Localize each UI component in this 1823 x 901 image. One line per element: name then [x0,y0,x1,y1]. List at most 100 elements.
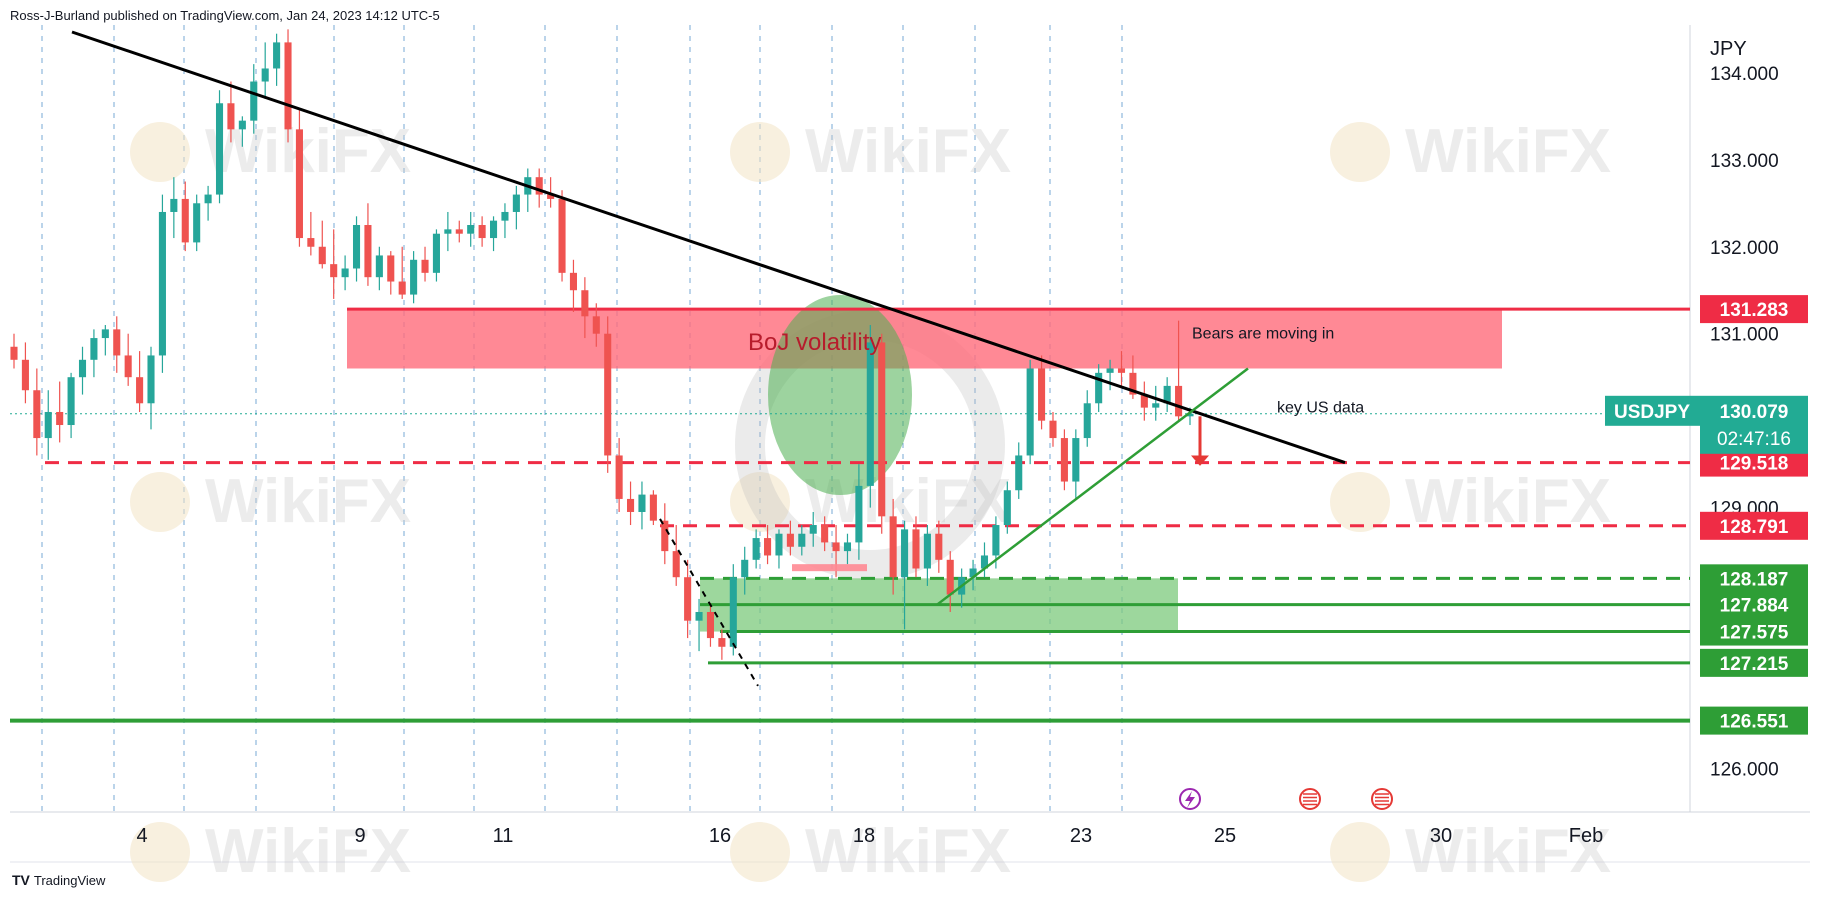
candle-body [78,359,87,378]
price-label-box [1700,295,1808,324]
candle-body [684,577,692,621]
candle-body [809,525,817,534]
price-label-box [1700,617,1808,646]
candle-body [969,568,977,578]
candle-body [421,259,429,273]
candle-body [1152,403,1160,408]
candle-body [467,225,475,234]
candle-body [1129,372,1137,395]
candle-body [638,494,646,512]
candle-body [1026,368,1034,456]
watermark-text: WikiFX [205,817,411,886]
candle-body [101,329,109,339]
dotted-trendline [659,518,759,687]
ascending-trendline [936,367,1249,606]
candle-body [775,533,783,556]
price-label: 126.551 [1720,712,1789,733]
candle-body [204,194,212,204]
candle-body [67,377,75,426]
candle-body [843,542,852,552]
date-tick: 16 [709,825,731,847]
price-label: 127.575 [1720,623,1789,644]
candle-body [627,498,635,512]
watermark-logo-icon [730,122,790,182]
watermark-logo-icon [1330,122,1390,182]
candle-body [215,103,224,195]
drawings [71,30,1346,687]
candle-body [341,268,349,278]
candle-body [489,220,498,239]
candle-body [855,485,863,543]
candle-body [935,533,943,560]
candle-body [1072,438,1080,482]
candle-body [535,177,543,195]
candle-body [410,259,418,295]
price-label: 129.518 [1720,454,1789,475]
descending-trendline [71,30,1346,465]
price-tick: 126.000 [1710,760,1779,781]
candle-body [273,42,281,69]
candle-body [695,611,703,621]
candle-body [946,559,954,595]
price-tick: 132.000 [1710,238,1779,259]
candle-body [113,329,121,356]
price-label-box [1700,511,1808,540]
candle-body [318,246,326,265]
watermark-logo-icon [130,122,190,182]
publisher-caption: Ross-J-Burland published on TradingView.… [10,8,440,23]
candle-body [375,255,383,278]
watermark-layer: WikiFX WikiFX WikiFX WikiFX WikiFX WikiFX Wiki… [130,117,1611,886]
candle-body [706,611,715,639]
tradingview-brand: TradingView [33,872,106,888]
candle-body [992,525,1000,556]
candle-body [1038,368,1046,421]
date-tick: Feb [1569,825,1603,847]
candle-body [547,194,555,199]
candle-body [1117,368,1126,373]
candle-body [980,555,989,569]
date-tick: 9 [354,825,365,847]
candle-body [432,233,440,273]
date-tick: 25 [1214,825,1236,847]
candle-body [1140,394,1148,408]
price-label-box [1700,706,1808,735]
watermark-logo-icon [1330,472,1390,532]
candle-body [832,542,840,552]
candle-body [1163,385,1171,404]
candle-body [718,638,726,647]
candle-body [1003,490,1011,526]
candle-body [136,377,144,404]
candle-body [661,520,669,552]
candle-body [923,533,931,569]
candle-body [821,525,829,543]
candle-body [124,355,132,378]
countdown-value: 02:47:16 [1717,429,1791,450]
candle-body [912,529,920,569]
date-tick: 23 [1070,825,1092,847]
candle-body [752,538,760,560]
watermark-logo-icon [730,472,790,532]
candle-body [295,129,303,239]
candle-body [878,342,886,517]
candle-body [512,194,520,212]
watermark-text: WikiFX [205,117,411,186]
price-axis: JPY134.000133.000132.000131.000129.00012… [1605,38,1808,781]
candle-body [284,42,292,130]
candle-body [1060,438,1068,482]
candle-body [170,198,178,212]
candle-body [1106,368,1114,373]
key-us-data-label: key US data [1277,400,1364,417]
candle-body [1095,372,1103,404]
watermark-text: WikiFX [805,117,1011,186]
watermark-logo-icon [130,822,190,882]
price-label: 127.215 [1720,654,1789,675]
candle-body [44,411,52,439]
candle-body [56,411,64,426]
candle-body [307,238,315,247]
candle-body [261,68,269,82]
candle-body [330,264,338,278]
candle-body [581,290,589,317]
candle-body [798,533,806,547]
candle-body [478,225,486,239]
